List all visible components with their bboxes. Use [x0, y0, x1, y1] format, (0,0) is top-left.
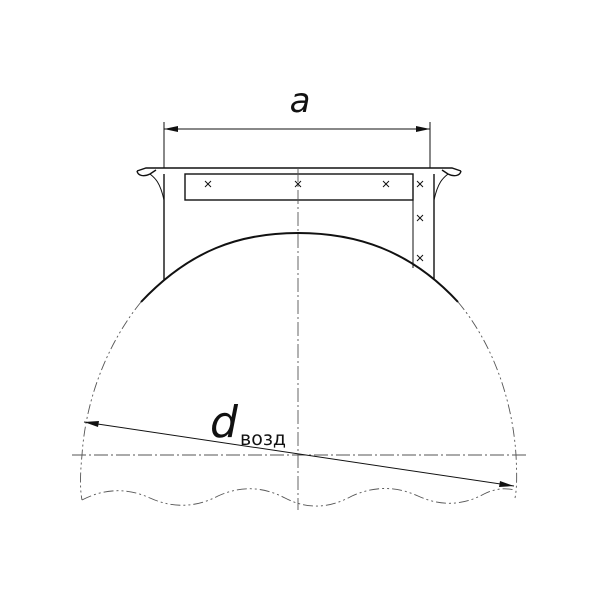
- cross-mark: [294, 180, 302, 188]
- flange-left-hook: [136, 169, 157, 177]
- cross-mark: [416, 180, 424, 188]
- circle-phantom-right: [457, 301, 518, 499]
- arrow-d-left: [84, 421, 99, 427]
- vertical-strip: [416, 180, 424, 262]
- dimension-line-d: [83, 421, 515, 487]
- arrow-d-right: [499, 481, 514, 487]
- break-line: [81, 488, 516, 507]
- cross-mark: [204, 180, 212, 188]
- arrow-left: [164, 126, 178, 132]
- dimension-d-subscript: возд: [240, 428, 286, 450]
- dimension-a-label: a: [290, 81, 311, 121]
- strip-outline: [184, 173, 414, 201]
- horizontal-strip: [184, 173, 414, 201]
- cross-mark: [382, 180, 390, 188]
- flange-right-curve: [433, 173, 449, 201]
- circle-phantom-left: [80, 301, 142, 501]
- dome-solid-arc: [140, 231, 459, 303]
- duct-body: [163, 174, 435, 280]
- dimension-a: a: [163, 81, 431, 168]
- flange-right-hook: [441, 169, 462, 177]
- cross-mark: [416, 214, 424, 222]
- flange-left-curve: [149, 173, 165, 201]
- air-duct-circle: [80, 231, 518, 501]
- flange-top-edge: [136, 167, 462, 172]
- dimension-d-label: d: [210, 397, 239, 448]
- dimension-d: d возд: [83, 397, 515, 487]
- cross-mark: [416, 254, 424, 262]
- top-flange: [136, 167, 462, 201]
- arrow-right: [416, 126, 430, 132]
